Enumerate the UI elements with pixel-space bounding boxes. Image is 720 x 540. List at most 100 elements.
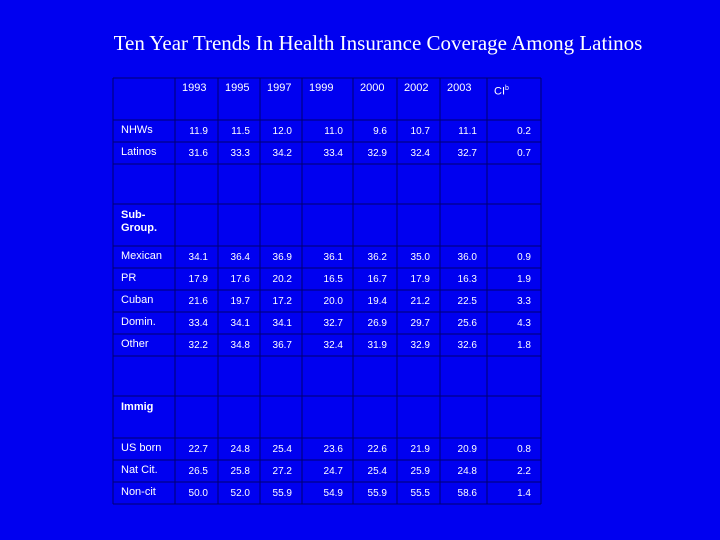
cell-value: 24.7: [323, 466, 343, 477]
cell-value: 36.7: [272, 340, 292, 351]
cell-value: 16.7: [367, 274, 387, 285]
cell-value: 26.5: [188, 466, 208, 477]
cell-value: 32.4: [323, 340, 343, 351]
cell-value: 11.1: [458, 126, 477, 137]
cell-value: 31.9: [367, 340, 387, 351]
cell-value: 32.2: [188, 340, 208, 351]
cell-value: 9.6: [373, 126, 387, 137]
column-header: 2002: [404, 82, 429, 94]
cell-value: 52.0: [230, 488, 250, 499]
cell-value: 33.4: [323, 148, 343, 159]
cell-value: 21.9: [410, 444, 430, 455]
slide-title: Ten Year Trends In Health Insurance Cove…: [113, 31, 643, 55]
cell-value: 25.4: [272, 444, 292, 455]
cell-value: 33.3: [230, 148, 250, 159]
column-header: 1995: [225, 82, 250, 94]
cell-value: 2.2: [517, 466, 531, 477]
cell-value: 20.0: [323, 296, 343, 307]
cell-value: 32.9: [410, 340, 430, 351]
row-label: Cuban: [121, 294, 154, 306]
cell-value: 3.3: [517, 296, 531, 307]
cell-value: 21.6: [188, 296, 208, 307]
cell-value: 26.9: [367, 318, 387, 329]
cell-value: 27.2: [272, 466, 292, 477]
cell-value: 32.7: [457, 148, 477, 159]
cell-value: 0.9: [517, 252, 531, 263]
cell-value: 34.1: [272, 318, 292, 329]
cell-value: 23.6: [323, 444, 343, 455]
cell-value: 36.2: [367, 252, 387, 263]
cell-value: 24.8: [457, 466, 477, 477]
row-label: Nat Cit.: [121, 464, 158, 476]
column-header: 2003: [447, 82, 472, 94]
superscript: b: [505, 85, 509, 92]
cell-value: 55.5: [410, 488, 430, 499]
column-header: CIb: [494, 85, 509, 98]
cell-value: 16.5: [323, 274, 343, 285]
row-label: Non-cit: [121, 486, 156, 498]
cell-value: 32.6: [457, 340, 477, 351]
cell-value: 36.0: [457, 252, 477, 263]
cell-value: 25.8: [230, 466, 250, 477]
cell-value: 0.7: [517, 148, 531, 159]
cell-value: 58.6: [457, 488, 477, 499]
cell-value: 0.8: [517, 444, 531, 455]
cell-value: 20.9: [457, 444, 477, 455]
cell-value: 36.1: [323, 252, 343, 263]
cell-value: 11.0: [324, 126, 343, 137]
cell-value: 36.9: [272, 252, 292, 263]
cell-value: 21.2: [410, 296, 430, 307]
cell-value: 25.4: [367, 466, 387, 477]
row-label: Domin.: [121, 316, 156, 328]
cell-value: 29.7: [410, 318, 430, 329]
cell-value: 34.8: [230, 340, 250, 351]
cell-value: 31.6: [188, 148, 208, 159]
row-label: Mexican: [121, 250, 162, 262]
cell-value: 11.9: [189, 126, 208, 137]
cell-value: 0.2: [517, 126, 531, 137]
cell-value: 35.0: [410, 252, 430, 263]
cell-value: 16.3: [457, 274, 477, 285]
cell-value: 4.3: [517, 318, 531, 329]
cell-value: 19.7: [230, 296, 250, 307]
column-header: 2000: [360, 82, 385, 94]
cell-value: 54.9: [323, 488, 343, 499]
row-label: US born: [121, 442, 162, 454]
cell-value: 12.0: [272, 126, 292, 137]
cell-value: 20.2: [272, 274, 292, 285]
cell-value: 32.7: [323, 318, 343, 329]
cell-value: 50.0: [188, 488, 208, 499]
cell-value: 17.6: [230, 274, 250, 285]
cell-value: 32.9: [367, 148, 387, 159]
cell-value: 34.1: [230, 318, 250, 329]
cell-value: 55.9: [367, 488, 387, 499]
cell-value: 17.2: [272, 296, 292, 307]
cell-value: 25.9: [410, 466, 430, 477]
section-label: Immig: [121, 401, 154, 413]
cell-value: 1.4: [517, 488, 531, 499]
cell-value: 55.9: [272, 488, 292, 499]
cell-value: 33.4: [188, 318, 208, 329]
column-header: 1993: [182, 82, 207, 94]
cell-value: 10.7: [410, 126, 430, 137]
cell-value: 34.2: [272, 148, 292, 159]
row-label: Other: [121, 338, 149, 350]
cell-value: 17.9: [188, 274, 208, 285]
cell-value: 25.6: [457, 318, 477, 329]
cell-value: 11.5: [231, 126, 250, 137]
cell-value: 1.8: [517, 340, 531, 351]
cell-value: 17.9: [410, 274, 430, 285]
column-header: 1999: [309, 82, 334, 94]
row-label: PR: [121, 272, 137, 284]
row-label: NHWs: [121, 124, 153, 136]
column-header: 1997: [267, 82, 292, 94]
cell-value: 24.8: [230, 444, 250, 455]
cell-value: 22.7: [188, 444, 208, 455]
cell-value: 32.4: [410, 148, 430, 159]
cell-value: 22.6: [367, 444, 387, 455]
cell-value: 19.4: [367, 296, 387, 307]
cell-value: 34.1: [188, 252, 208, 263]
cell-value: 1.9: [517, 274, 531, 285]
